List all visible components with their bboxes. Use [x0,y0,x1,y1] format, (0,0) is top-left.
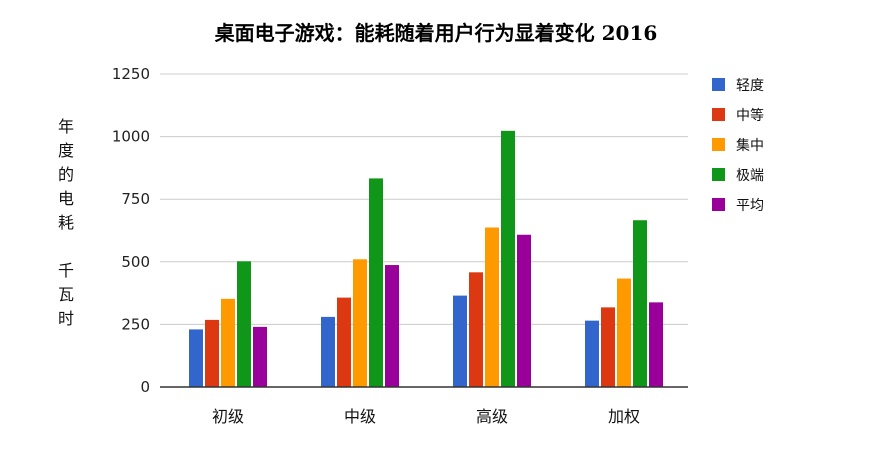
y-label-char: 电 [58,189,74,208]
bar-4-4 [633,220,647,387]
legend-label: 极端 [736,168,764,184]
bars [189,130,663,387]
legend-label: 中等 [736,107,764,124]
bar-2-3 [353,259,367,387]
x-axis-categories: 初级 中级 高级 加权 [212,407,640,426]
y-tick-label: 500 [121,253,150,271]
legend-swatch [712,78,725,91]
x-category-label: 加权 [608,407,640,426]
y-tick-label: 250 [121,315,150,333]
bar-2-4 [369,178,383,387]
bar-4-2 [601,307,615,387]
x-category-label: 中级 [344,407,376,426]
y-label-char: 瓦 [58,285,74,304]
bar-1-2 [205,319,219,387]
y-tick-label: 1250 [112,65,150,83]
bar-3-1 [453,295,467,387]
y-axis-ticks: 0 250 500 750 1000 1250 [112,65,150,396]
y-tick-label: 1000 [112,128,150,146]
legend-swatch [712,138,725,151]
legend-swatch [712,168,725,181]
y-tick-label: 0 [140,378,150,396]
bar-4-5 [649,302,663,387]
legend-label: 轻度 [736,78,764,94]
y-label-char: 的 [58,165,74,184]
y-label-char: 时 [58,309,74,328]
legend-swatch [712,198,725,211]
bar-4-3 [617,278,631,387]
bar-1-3 [221,298,235,387]
bar-2-1 [321,316,335,387]
legend-swatch [712,108,725,121]
bar-3-2 [469,272,483,387]
chart-title: 桌面电子游戏：能耗随着用户行为显着变化 2016 [215,21,658,45]
bar-4-1 [585,320,599,387]
bar-1-5 [253,326,267,387]
y-label-char: 千 [58,261,74,280]
y-tick-label: 750 [121,190,150,208]
bar-3-3 [485,227,499,387]
bar-1-1 [189,329,203,387]
bar-3-5 [517,234,531,387]
x-category-label: 初级 [212,407,244,426]
bar-2-2 [337,297,351,387]
legend-label: 集中 [736,137,764,154]
bar-3-4 [501,130,515,387]
x-category-label: 高级 [476,407,508,426]
bar-2-5 [385,265,399,387]
bar-1-4 [237,261,251,387]
y-label-char: 耗 [58,213,74,232]
legend-label: 平均 [736,198,764,214]
y-label-char: 年 [58,117,74,136]
y-label-char: 度 [58,141,74,160]
